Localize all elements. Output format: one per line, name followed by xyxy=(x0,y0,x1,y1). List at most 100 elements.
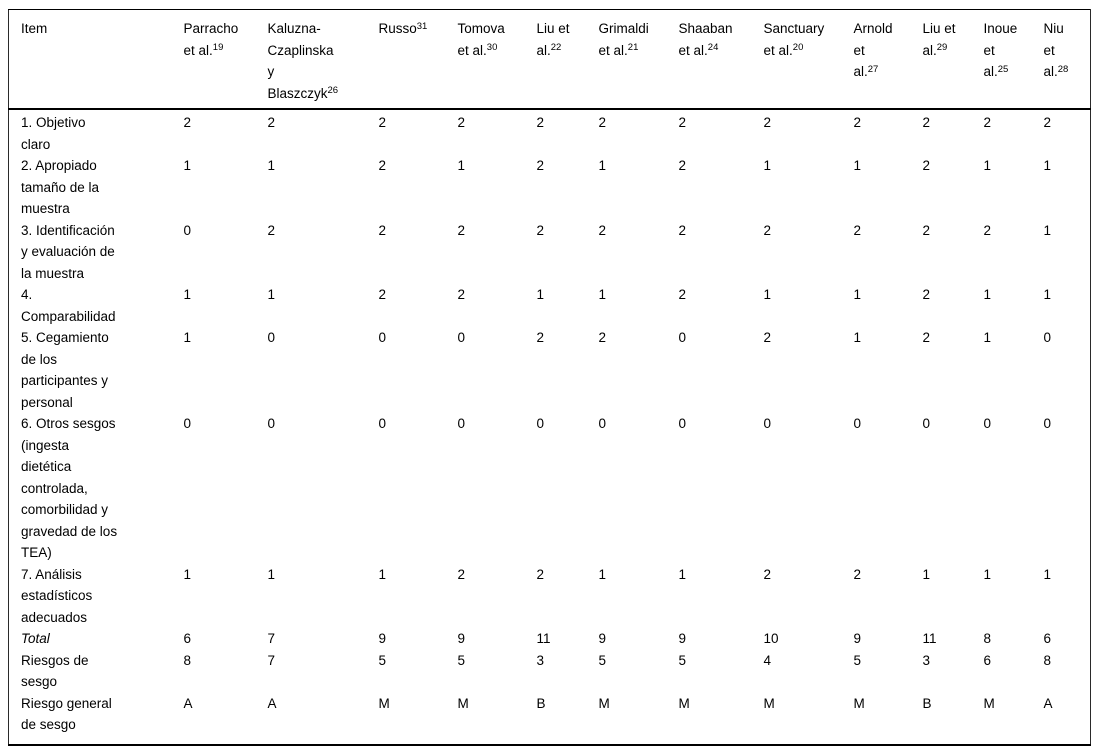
cell-value: 1 xyxy=(457,158,466,173)
cell-value: B xyxy=(922,695,932,711)
cell-value: 2 xyxy=(922,222,931,238)
citation-superscript: 27 xyxy=(867,63,879,75)
cell-value: M xyxy=(763,695,775,711)
column-header-sanctuary-et-al-20: Sanctuary et al.20 xyxy=(763,9,854,110)
table-row: Riesgos de sesgo 8 7 5 5 3 5 5 4 5 3 6 8 xyxy=(9,650,1091,693)
cell-value: A xyxy=(1043,695,1053,711)
cell-value: 2 xyxy=(598,330,607,345)
table-row: Riesgo general de sesgo A A M M B M M M M B M A xyxy=(9,693,1091,745)
table-body: 1. Objetivo claro 2 2 2 2 2 2 2 2 2 2 2 2 2. Apropiad… xyxy=(9,109,1091,745)
column-header-liu-et-al-22: Liu et al.22 xyxy=(536,9,599,110)
cell-value: 9 xyxy=(457,631,466,646)
cell-value: 8 xyxy=(1043,652,1052,668)
citation-superscript: 30 xyxy=(486,42,498,53)
cell-value: 1 xyxy=(267,566,276,582)
cell-value: 2 xyxy=(598,222,607,238)
cell-value: 1 xyxy=(853,330,862,345)
cell-value: 5 xyxy=(678,652,687,668)
table-row: 2. Apropiado tamaño de la muestra 1 1 2 1 2 1 2… xyxy=(9,155,1091,220)
citation-superscript: 22 xyxy=(550,42,562,53)
cell-value: 2 xyxy=(536,158,545,173)
table-row: 3. Identificación y evaluación de la mue… xyxy=(9,220,1091,285)
cell-value: 2 xyxy=(983,222,992,238)
cell-value: 0 xyxy=(678,330,687,345)
column-header-russo-31: Russo31 xyxy=(378,9,458,110)
column-header-grimaldi-et-al-21: Grimaldi et al.21 xyxy=(598,9,679,110)
cell-value: 11 xyxy=(922,631,937,646)
cell-value: 2 xyxy=(922,287,931,302)
citation-superscript: 19 xyxy=(212,42,224,53)
cell-value: 2 xyxy=(378,115,387,130)
cell-value: 0 xyxy=(378,416,387,431)
cell-value: A xyxy=(183,695,193,711)
cell-value: 2 xyxy=(763,222,772,238)
cell-value: 2 xyxy=(378,222,387,238)
cell-value: 0 xyxy=(763,416,772,431)
cell-value: 2 xyxy=(678,287,687,302)
cell-value: 7 xyxy=(267,631,276,646)
cell-value: 1 xyxy=(598,566,607,582)
column-header-inoue-et-al-25: Inoue et al.25 xyxy=(983,9,1044,110)
citation-superscript: 29 xyxy=(936,42,948,53)
cell-value: M xyxy=(378,695,390,711)
cell-value: 2 xyxy=(536,115,545,130)
cell-value: 1 xyxy=(1043,222,1052,238)
cell-value: 1 xyxy=(983,287,992,302)
cell-value: 2 xyxy=(922,158,931,173)
cell-value: 1 xyxy=(678,566,687,582)
quality-assessment-table-wrap: Item Parracho et al.19 Kaluzna- Czaplinska y… xyxy=(8,9,1091,746)
cell-value: 0 xyxy=(378,330,387,345)
cell-value: 1 xyxy=(763,158,772,173)
cell-value: 0 xyxy=(183,416,192,431)
citation-superscript: 28 xyxy=(1057,63,1069,75)
cell-value: 5 xyxy=(457,652,466,668)
citation-superscript: 21 xyxy=(627,42,639,53)
cell-value: 1 xyxy=(183,287,192,302)
cell-value: 2 xyxy=(853,222,862,238)
row-label: Total xyxy=(21,631,50,646)
cell-value: 1 xyxy=(983,566,992,582)
cell-value: 0 xyxy=(598,416,607,431)
cell-value: 0 xyxy=(536,416,545,431)
column-header-liu-et-al-29: Liu et al.29 xyxy=(922,9,984,110)
cell-value: 2 xyxy=(983,115,992,130)
citation-superscript: 25 xyxy=(997,63,1009,75)
cell-value: 8 xyxy=(983,631,992,646)
cell-value: 2 xyxy=(922,115,931,130)
cell-value: 9 xyxy=(598,631,607,646)
cell-value: 1 xyxy=(267,287,276,302)
cell-value: 3 xyxy=(536,652,545,668)
cell-value: 1 xyxy=(183,330,192,345)
cell-value: 2 xyxy=(378,287,387,302)
cell-value: 1 xyxy=(598,287,607,302)
table-row: 6. Otros sesgos (ingesta dietética contr… xyxy=(9,413,1091,564)
cell-value: 2 xyxy=(183,115,192,130)
citation-superscript: 26 xyxy=(327,85,339,96)
cell-value: 1 xyxy=(763,287,772,302)
cell-value: 1 xyxy=(267,158,276,173)
cell-value: 0 xyxy=(267,416,276,431)
row-label: Riesgos de sesgo xyxy=(21,652,89,690)
cell-value: M xyxy=(598,695,610,711)
column-header-arnold-et-al-27: Arnold et al.27 xyxy=(853,9,923,110)
cell-value: 0 xyxy=(1043,416,1052,431)
cell-value: 2 xyxy=(378,158,387,173)
table-row: 4. Comparabilidad 1 1 2 2 1 1 2 1 1 2 1 1 xyxy=(9,284,1091,327)
cell-value: 2 xyxy=(678,222,687,238)
cell-value: 2 xyxy=(536,222,545,238)
row-label: 5. Cegamiento de los participantes y per… xyxy=(21,330,109,410)
cell-value: 1 xyxy=(922,566,931,582)
citation-superscript: 20 xyxy=(792,42,804,53)
cell-value: 1 xyxy=(183,566,192,582)
cell-value: 0 xyxy=(267,330,276,345)
column-header-kaluzna-czaplinska-y-blaszczyk-26: Kaluzna- Czaplinska y Blaszczyk26 xyxy=(267,9,379,110)
cell-value: 5 xyxy=(378,652,387,668)
cell-value: 1 xyxy=(1043,158,1052,173)
cell-value: 2 xyxy=(457,287,466,302)
cell-value: B xyxy=(536,695,546,711)
column-header-niu-et-al-28: Niu et al.28 xyxy=(1043,9,1091,110)
cell-value: 1 xyxy=(1043,287,1052,302)
column-header-item: Item xyxy=(8,9,184,110)
column-header-parracho-et-al-19: Parracho et al.19 xyxy=(183,9,268,110)
cell-value: 9 xyxy=(678,631,687,646)
